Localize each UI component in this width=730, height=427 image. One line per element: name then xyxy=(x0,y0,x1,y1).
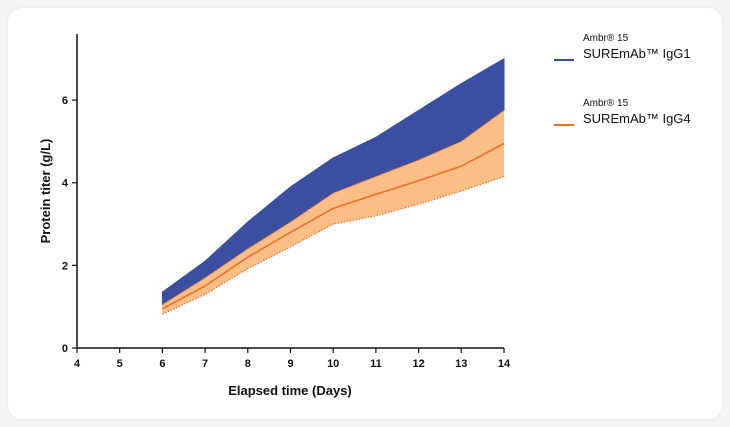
series-upper-line-igg4 xyxy=(162,109,505,306)
y-tick-label: 4 xyxy=(62,178,69,190)
x-tick-label: 13 xyxy=(455,358,467,370)
series-lower-line-igg4 xyxy=(162,175,505,315)
x-tick-label: 12 xyxy=(412,358,424,370)
legend-prefix: Ambr® 15 xyxy=(583,98,629,109)
x-tick-label: 9 xyxy=(287,358,293,370)
x-tick-label: 6 xyxy=(159,358,165,370)
legend-label: SUREmAb™ IgG1 xyxy=(583,46,691,61)
series-mean-line-igg4 xyxy=(162,142,505,310)
x-tick-label: 8 xyxy=(245,358,251,370)
legend-prefix: Ambr® 15 xyxy=(583,33,629,44)
y-tick-label: 6 xyxy=(62,95,68,107)
x-tick-label: 10 xyxy=(327,358,339,370)
x-tick-label: 5 xyxy=(117,358,123,370)
legend-label: SUREmAb™ IgG4 xyxy=(583,111,691,126)
legend-swatch-igg1 xyxy=(554,59,574,61)
x-axis-title: Elapsed time (Days) xyxy=(228,383,352,398)
plot-area xyxy=(161,57,505,315)
x-tick-label: 4 xyxy=(74,358,81,370)
x-axis-ticks: 4 5 6 7 8 9 10 11 12 13 14 xyxy=(74,348,511,370)
y-tick-label: 2 xyxy=(62,260,68,272)
y-tick-label: 0 xyxy=(62,343,68,355)
legend-swatch-igg4 xyxy=(554,124,574,126)
x-tick-label: 14 xyxy=(498,358,511,370)
y-axis-ticks: 0 2 4 6 xyxy=(62,95,77,355)
x-tick-label: 7 xyxy=(202,358,208,370)
series-band-igg4 xyxy=(162,110,504,315)
y-axis-title: Protein titer (g/L) xyxy=(38,139,53,244)
x-tick-label: 11 xyxy=(370,358,382,370)
